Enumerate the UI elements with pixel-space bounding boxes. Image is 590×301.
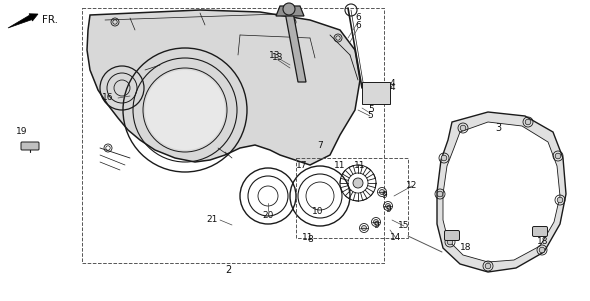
- Circle shape: [379, 190, 385, 194]
- Text: 6: 6: [355, 14, 361, 23]
- Text: 17: 17: [296, 160, 308, 169]
- Polygon shape: [443, 122, 560, 262]
- Circle shape: [362, 225, 366, 231]
- Polygon shape: [285, 12, 306, 82]
- Text: 13: 13: [269, 51, 281, 60]
- Text: 13: 13: [272, 54, 284, 63]
- Circle shape: [555, 153, 561, 159]
- Text: 9: 9: [385, 206, 391, 215]
- Text: 4: 4: [389, 79, 395, 88]
- Polygon shape: [87, 10, 360, 165]
- Text: 18: 18: [537, 237, 549, 247]
- Text: 20: 20: [263, 210, 274, 219]
- Circle shape: [557, 197, 563, 203]
- Text: 8: 8: [307, 235, 313, 244]
- FancyBboxPatch shape: [444, 231, 460, 240]
- Circle shape: [437, 191, 443, 197]
- Text: 6: 6: [355, 20, 361, 29]
- Text: 15: 15: [398, 221, 409, 229]
- Text: FR.: FR.: [42, 15, 58, 25]
- Circle shape: [441, 155, 447, 161]
- Text: 18: 18: [460, 244, 472, 253]
- Circle shape: [145, 70, 225, 150]
- Bar: [82, 8, 384, 263]
- Polygon shape: [276, 6, 304, 16]
- Text: 5: 5: [367, 111, 373, 120]
- Text: 12: 12: [407, 181, 418, 190]
- Text: 11: 11: [354, 160, 366, 169]
- Text: 21: 21: [206, 216, 218, 225]
- Circle shape: [283, 3, 295, 15]
- Bar: [362, 82, 390, 104]
- Circle shape: [373, 219, 379, 225]
- Circle shape: [485, 263, 491, 269]
- Circle shape: [525, 119, 531, 125]
- Text: 3: 3: [495, 123, 501, 133]
- Text: 19: 19: [17, 128, 28, 136]
- Text: 5: 5: [368, 105, 374, 114]
- Bar: [296, 158, 408, 238]
- Text: 11: 11: [302, 234, 314, 243]
- Text: 4: 4: [389, 83, 395, 92]
- Circle shape: [460, 125, 466, 131]
- Circle shape: [385, 203, 391, 209]
- Text: 16: 16: [102, 94, 114, 103]
- Text: 9: 9: [381, 191, 387, 200]
- Text: 14: 14: [391, 234, 402, 243]
- FancyBboxPatch shape: [533, 226, 548, 237]
- Polygon shape: [8, 14, 38, 28]
- Text: 7: 7: [317, 141, 323, 150]
- Text: 2: 2: [225, 265, 231, 275]
- Text: 9: 9: [373, 222, 379, 231]
- Circle shape: [353, 178, 363, 188]
- Text: 10: 10: [312, 207, 324, 216]
- Circle shape: [447, 239, 453, 245]
- Circle shape: [539, 247, 545, 253]
- Polygon shape: [437, 112, 566, 272]
- Text: 11: 11: [335, 160, 346, 169]
- FancyBboxPatch shape: [21, 142, 39, 150]
